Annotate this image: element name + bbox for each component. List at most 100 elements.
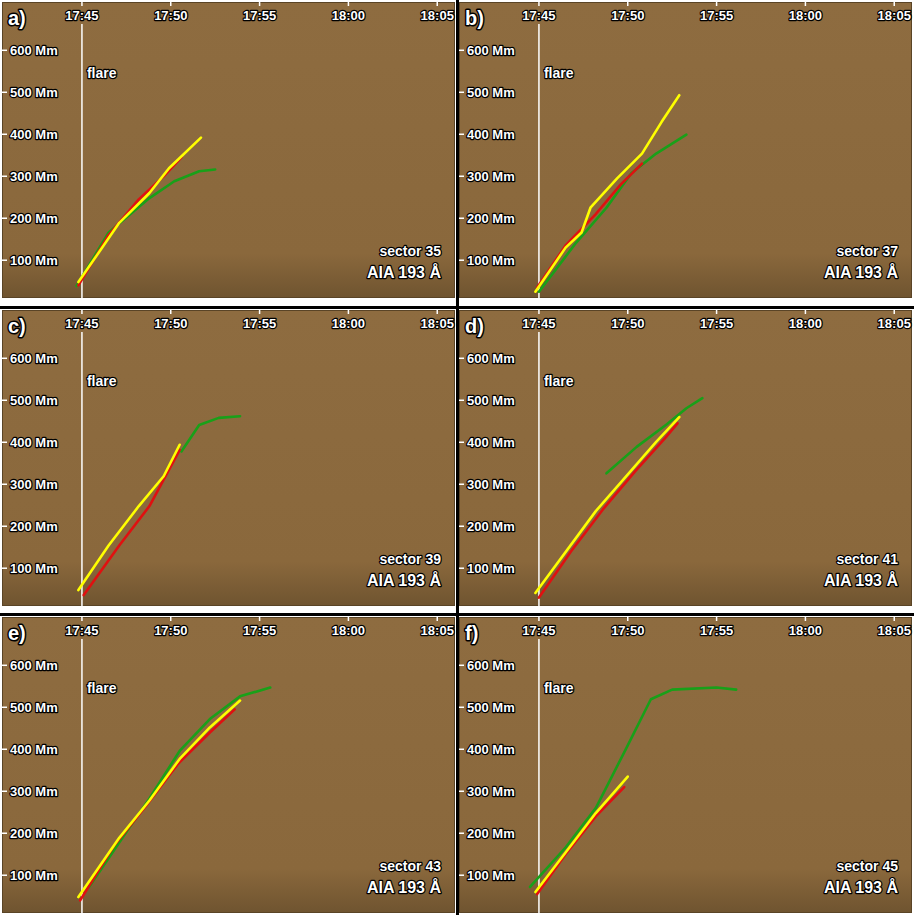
y-tick	[459, 567, 464, 569]
track-curve	[78, 701, 240, 898]
x-tick-label: 18:00	[332, 316, 365, 331]
x-tick-label: 17:55	[243, 316, 276, 331]
y-tick-label: 600 Mm	[467, 351, 515, 366]
y-tick	[459, 874, 464, 876]
y-tick-label: 300 Mm	[10, 477, 58, 492]
y-tick-label: 400 Mm	[10, 127, 58, 142]
x-tick	[627, 310, 629, 314]
y-tick	[2, 525, 7, 527]
y-tick	[2, 832, 7, 834]
sector-label: sector 43	[380, 858, 442, 874]
curves	[78, 688, 270, 901]
plot-background	[2, 2, 455, 298]
plot-background	[459, 310, 912, 606]
flare-line	[81, 24, 83, 298]
x-tick-label: 17:50	[611, 8, 644, 23]
y-tick-label: 200 Mm	[467, 211, 515, 226]
x-tick-label: 17:45	[522, 316, 555, 331]
y-tick	[2, 483, 7, 485]
instrument-label: AIA 193 Å	[367, 571, 442, 589]
y-tick	[2, 175, 7, 177]
x-tick	[348, 310, 350, 314]
y-tick	[459, 400, 464, 402]
y-tick-label: 600 Mm	[10, 43, 58, 58]
track-curve	[78, 445, 179, 590]
x-tick-label: 17:45	[522, 623, 555, 638]
y-tick-label: 400 Mm	[467, 742, 515, 757]
x-tick-label: 18:00	[789, 8, 822, 23]
instrument-label: AIA 193 Å	[824, 878, 899, 896]
plot-frame	[3, 618, 455, 913]
x-tick	[436, 310, 438, 314]
y-tick-label: 500 Mm	[10, 700, 58, 715]
y-tick-label: 200 Mm	[10, 519, 58, 534]
plot-frame	[3, 3, 455, 298]
x-tick	[348, 617, 350, 621]
x-tick-label: 17:45	[65, 623, 98, 638]
y-tick	[459, 707, 464, 709]
x-tick	[627, 617, 629, 621]
curves	[78, 416, 240, 595]
y-tick	[2, 707, 7, 709]
x-tick-label: 18:05	[878, 316, 911, 331]
plot-background	[459, 2, 912, 298]
sector-label: sector 35	[380, 243, 442, 259]
y-tick-label: 300 Mm	[467, 477, 515, 492]
y-tick-label: 300 Mm	[10, 169, 58, 184]
y-tick	[2, 92, 7, 94]
x-tick-label: 17:50	[154, 316, 187, 331]
x-tick-label: 18:05	[878, 623, 911, 638]
y-tick-label: 200 Mm	[10, 211, 58, 226]
panel: 100 Mm200 Mm300 Mm400 Mm500 Mm600 Mm17:4…	[459, 617, 912, 913]
flare-line	[81, 332, 83, 606]
x-tick	[893, 310, 895, 314]
y-tick-label: 500 Mm	[467, 85, 515, 100]
x-tick	[538, 617, 540, 621]
x-tick	[538, 2, 540, 6]
y-tick-label: 600 Mm	[467, 43, 515, 58]
track-curve	[78, 138, 201, 282]
x-tick	[436, 617, 438, 621]
plot-background	[459, 617, 912, 913]
y-tick-label: 100 Mm	[467, 253, 515, 268]
x-tick-label: 17:55	[243, 8, 276, 23]
x-tick-label: 17:50	[611, 623, 644, 638]
track-curve	[537, 787, 624, 894]
y-tick-label: 400 Mm	[467, 127, 515, 142]
x-tick-label: 17:50	[154, 8, 187, 23]
x-tick-label: 17:50	[611, 316, 644, 331]
y-tick	[459, 832, 464, 834]
x-tick-label: 18:05	[421, 8, 454, 23]
y-tick	[459, 749, 464, 751]
y-tick-label: 100 Mm	[467, 561, 515, 576]
x-tick	[81, 2, 83, 6]
y-tick	[459, 50, 464, 52]
x-tick-label: 18:00	[789, 623, 822, 638]
flare-line	[538, 332, 540, 606]
y-tick	[2, 134, 7, 136]
track-curve	[535, 417, 679, 593]
x-tick-label: 18:05	[878, 8, 911, 23]
x-tick	[259, 2, 261, 6]
y-tick-label: 600 Mm	[10, 351, 58, 366]
y-tick	[2, 442, 7, 444]
x-tick	[893, 2, 895, 6]
y-tick-label: 500 Mm	[10, 393, 58, 408]
track-curve	[539, 423, 678, 597]
x-tick-label: 17:45	[522, 8, 555, 23]
sector-label: sector 41	[837, 551, 899, 567]
panel: 100 Mm200 Mm300 Mm400 Mm500 Mm600 Mm17:4…	[2, 310, 455, 606]
x-tick-label: 18:00	[789, 316, 822, 331]
flare-label: flare	[544, 680, 574, 696]
flare-label: flare	[87, 680, 117, 696]
y-tick	[2, 217, 7, 219]
plot-frame	[460, 618, 912, 913]
instrument-label: AIA 193 Å	[367, 263, 442, 281]
y-tick-label: 200 Mm	[10, 826, 58, 841]
track-curve	[89, 688, 270, 887]
track-curve	[535, 777, 627, 892]
x-tick	[805, 617, 807, 621]
x-tick	[259, 310, 261, 314]
panel-letter: c)	[8, 315, 26, 337]
track-curve	[535, 95, 679, 291]
